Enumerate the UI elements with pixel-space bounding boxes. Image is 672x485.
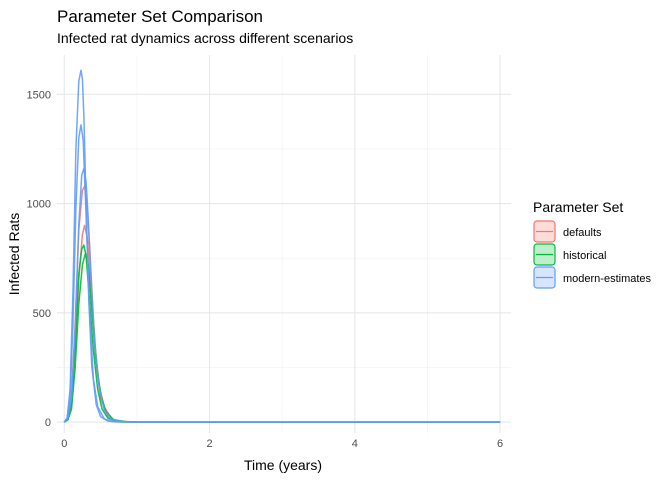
legend-item-modern-estimates: modern-estimates	[533, 266, 652, 289]
legend: Parameter Set defaults historical modern-e…	[533, 199, 652, 289]
legend-label-modern-estimates: modern-estimates	[563, 273, 652, 285]
x-tick-label: 6	[497, 438, 503, 450]
y-tick-label: 1000	[27, 199, 51, 211]
x-tick-label: 0	[61, 438, 67, 450]
legend-title: Parameter Set	[533, 199, 623, 215]
x-axis-label: Time (years)	[244, 457, 322, 473]
x-tick-label: 4	[352, 438, 358, 450]
chart-title: Parameter Set Comparison	[57, 7, 263, 26]
grid-major	[57, 55, 511, 433]
legend-label-defaults: defaults	[563, 227, 602, 239]
y-tick-label: 500	[33, 308, 51, 320]
x-tick-labels: 0 2 4 6	[61, 438, 503, 450]
series-lines	[63, 69, 501, 423]
x-tick-label: 2	[206, 438, 212, 450]
y-axis-label: Infected Rats	[6, 213, 22, 296]
y-tick-label: 0	[45, 417, 51, 429]
series-line-modern-estimates-3	[63, 167, 501, 423]
chart-subtitle: Infected rat dynamics across different s…	[57, 30, 353, 46]
y-tick-label: 1500	[27, 89, 51, 101]
legend-item-defaults: defaults	[533, 220, 602, 243]
y-tick-labels: 0 500 1000 1500	[27, 89, 51, 429]
legend-label-historical: historical	[563, 250, 606, 262]
legend-item-historical: historical	[533, 243, 606, 266]
grid-minor	[57, 55, 511, 433]
